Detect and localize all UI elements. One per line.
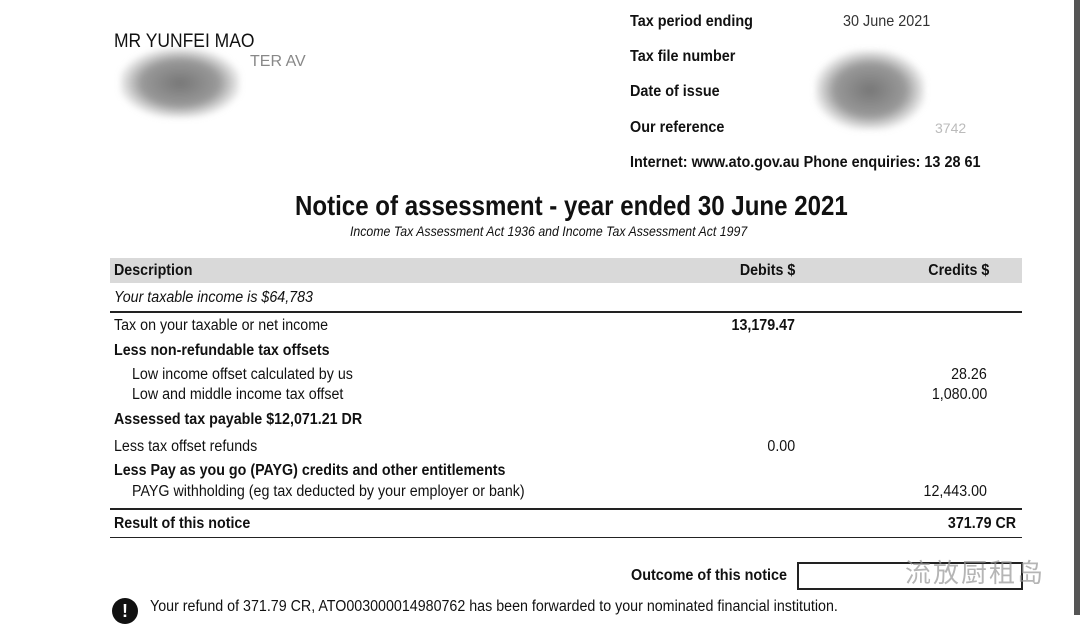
recipient-address: TER AV — [250, 53, 306, 70]
tfn-label: Tax file number — [630, 48, 736, 65]
header-credits: Credits $ — [927, 262, 989, 279]
tax-period-label: Tax period ending — [630, 13, 753, 30]
table-header — [110, 258, 1022, 283]
contact-info: Internet: www.ato.gov.au Phone enquiries… — [630, 154, 981, 171]
table-row: Less tax offset refunds — [114, 438, 258, 455]
divider — [110, 508, 1022, 510]
debit-value: 13,179.47 — [731, 317, 795, 334]
tax-period-value: 30 June 2021 — [843, 13, 931, 30]
table-row: Less Pay as you go (PAYG) credits and ot… — [114, 462, 506, 479]
refund-message: Your refund of 371.79 CR, ATO00300001498… — [150, 598, 838, 615]
credit-value: 12,443.00 — [923, 483, 987, 500]
outcome-label: Outcome of this notice — [631, 567, 788, 584]
header-debits: Debits $ — [739, 262, 795, 279]
table-row: Assessed tax payable $12,071.21 DR — [114, 411, 363, 428]
table-row: Less non-refundable tax offsets — [114, 342, 330, 359]
redaction-address — [120, 48, 240, 118]
outcome-box — [797, 562, 1023, 590]
divider — [110, 311, 1022, 313]
page-edge — [1074, 0, 1080, 615]
document-title: Notice of assessment - year ended 30 Jun… — [295, 190, 848, 221]
result-label: Result of this notice — [114, 515, 251, 532]
result-value: 371.79 CR — [947, 515, 1016, 532]
table-row: Low income offset calculated by us — [132, 366, 353, 383]
credit-value: 28.26 — [951, 366, 987, 383]
credit-value: 1,080.00 — [931, 386, 987, 403]
header-description: Description — [114, 262, 193, 279]
table-row: Tax on your taxable or net income — [114, 317, 329, 334]
reference-label: Our reference — [630, 119, 725, 136]
redaction-tfn — [815, 50, 925, 130]
table-row: Low and middle income tax offset — [132, 386, 344, 403]
info-icon: ! — [112, 598, 138, 624]
recipient-name: MR YUNFEI MAO — [114, 31, 255, 52]
watermark: 流放厨租岛 — [905, 558, 1046, 588]
document-subtitle: Income Tax Assessment Act 1936 and Incom… — [350, 223, 748, 239]
reference-value: 3742 — [935, 120, 967, 136]
date-issue-label: Date of issue — [630, 83, 720, 100]
debit-value: 0.00 — [767, 438, 795, 455]
table-row: PAYG withholding (eg tax deducted by you… — [132, 483, 525, 500]
taxable-income: Your taxable income is $64,783 — [114, 289, 313, 306]
divider — [110, 537, 1022, 538]
